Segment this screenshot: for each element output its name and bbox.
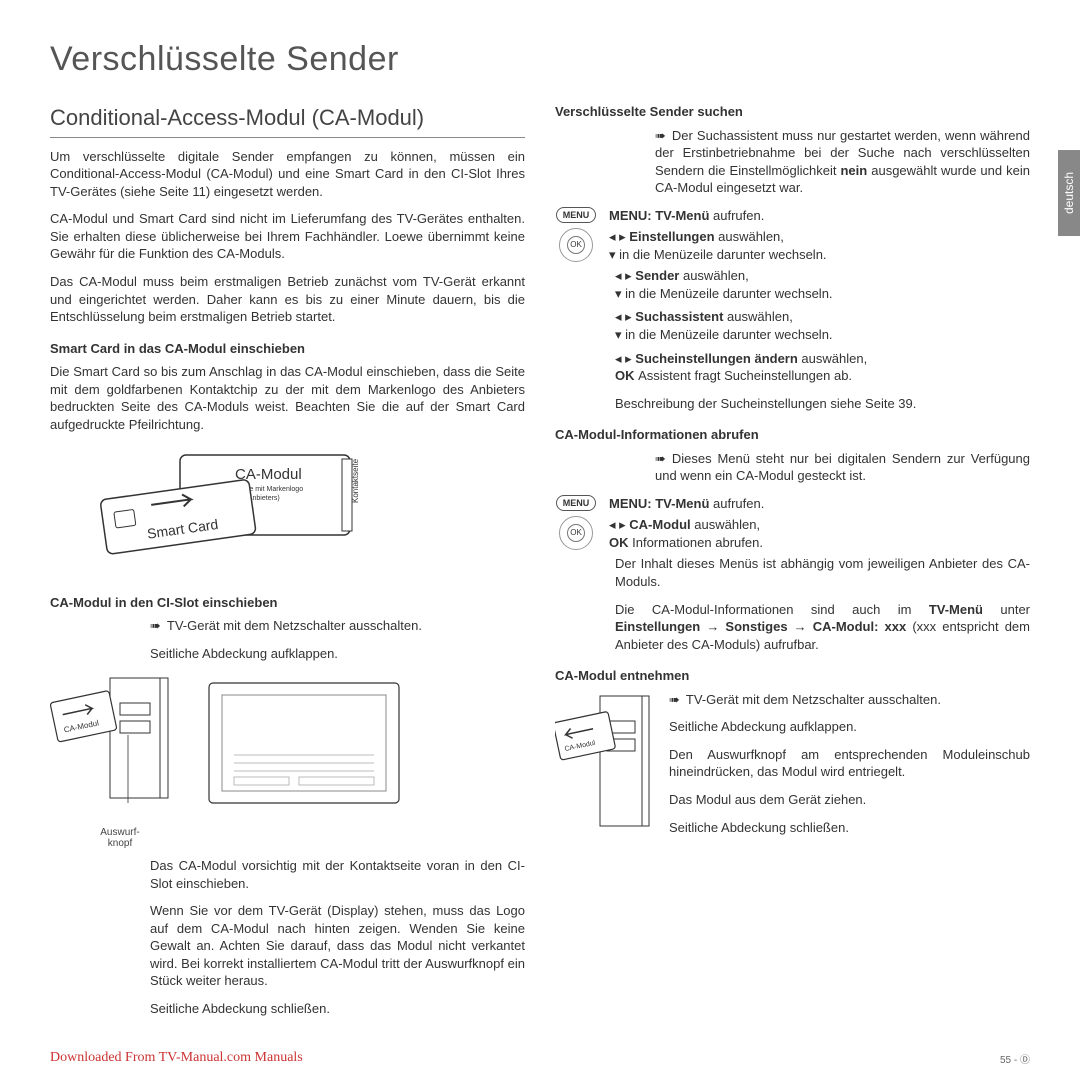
remove-step-4: Das Modul aus dem Gerät ziehen. [669, 791, 1030, 809]
cislot-step-1: TV-Gerät mit dem Netzschalter ausschalte… [150, 617, 525, 635]
search-settings-ref: Beschreibung der Sucheinstellungen siehe… [615, 395, 1030, 413]
ca-info-p2: Der Inhalt dieses Menüs ist abhängig vom… [615, 555, 1030, 590]
search-intro: Der Suchassistent muss nur gestartet wer… [655, 127, 1030, 197]
page-title: Verschlüsselte Sender [50, 40, 1030, 79]
menu-button-icon: MENU [556, 207, 597, 223]
section-title: Conditional-Access-Modul (CA-Modul) [50, 103, 525, 138]
subheading-search: Verschlüsselte Sender suchen [555, 103, 1030, 121]
smartcard-text: Die Smart Card so bis zum Anschlag in da… [50, 363, 525, 433]
intro-paragraph-1: Um verschlüsselte digitale Sender empfan… [50, 148, 525, 201]
menu-button-icon-2: MENU [556, 495, 597, 511]
remove-step-2: Seitliche Abdeckung aufklappen. [669, 718, 1030, 736]
figure-remove-module: CA-Modul TV-Gerät mit dem Netzschalter a… [555, 691, 1030, 846]
left-column: Conditional-Access-Modul (CA-Modul) Um v… [50, 103, 525, 1027]
ok-button-icon-2: OK [559, 516, 593, 550]
cislot-step-3: Das CA-Modul vorsichtig mit der Kontakts… [150, 857, 525, 892]
ok-nav-block-2: OK ◂ ▸ CA-Modul auswählen, OK Informatio… [555, 516, 1030, 551]
subheading-cislot: CA-Modul in den CI-Slot einschieben [50, 594, 525, 612]
figure-tv-cislot: CA-Modul Auswurf-knopf [50, 673, 525, 850]
remove-step-3: Den Auswurfknopf am entsprechenden Modul… [669, 746, 1030, 781]
intro-paragraph-3: Das CA-Modul muss beim erstmaligen Betri… [50, 273, 525, 326]
cislot-step-4: Wenn Sie vor dem TV-Gerät (Display) steh… [150, 902, 525, 990]
download-source-link[interactable]: Downloaded From TV-Manual.com Manuals [50, 1050, 303, 1066]
ok-button-icon: OK [559, 228, 593, 262]
menu-step-open: MENU MENU: TV-Menü aufrufen. [555, 207, 1030, 225]
ca-info-intro: Dieses Menü steht nur bei digitalen Send… [655, 450, 1030, 485]
cislot-step-2: Seitliche Abdeckung aufklappen. [150, 645, 525, 663]
menu-step-open-2: MENU MENU: TV-Menü aufrufen. [555, 495, 1030, 513]
fig1-side-label: Kontaktseite [351, 459, 360, 504]
subheading-remove: CA-Modul entnehmen [555, 667, 1030, 685]
right-column: Verschlüsselte Sender suchen Der Suchass… [555, 103, 1030, 1027]
remove-step-5: Seitliche Abdeckung schließen. [669, 819, 1030, 837]
subheading-smartcard: Smart Card in das CA-Modul einschieben [50, 340, 525, 358]
page-number: 55 - Ⓓ [1000, 1051, 1030, 1066]
subheading-ca-info: CA-Modul-Informationen abrufen [555, 426, 1030, 444]
two-column-layout: Conditional-Access-Modul (CA-Modul) Um v… [50, 103, 1030, 1027]
figure-ca-modul-smartcard: Kontaktseite CA-Modul (Seite mit Markenl… [90, 445, 525, 580]
ok-nav-block: OK ◂ ▸ Einstellungen auswählen, ▾ in die… [555, 228, 1030, 263]
page-footer: Downloaded From TV-Manual.com Manuals 55… [50, 1050, 1030, 1066]
intro-paragraph-2: CA-Modul und Smart Card sind nicht im Li… [50, 210, 525, 263]
ca-info-p3: Die CA-Modul-Informationen sind auch im … [615, 601, 1030, 654]
language-tab: deutsch [1058, 150, 1080, 236]
fig2-caption: Auswurf-knopf [50, 827, 190, 849]
remove-step-1: TV-Gerät mit dem Netzschalter ausschalte… [669, 691, 1030, 709]
manual-page: Verschlüsselte Sender Conditional-Access… [0, 0, 1080, 1047]
cislot-step-5: Seitliche Abdeckung schließen. [150, 1000, 525, 1018]
